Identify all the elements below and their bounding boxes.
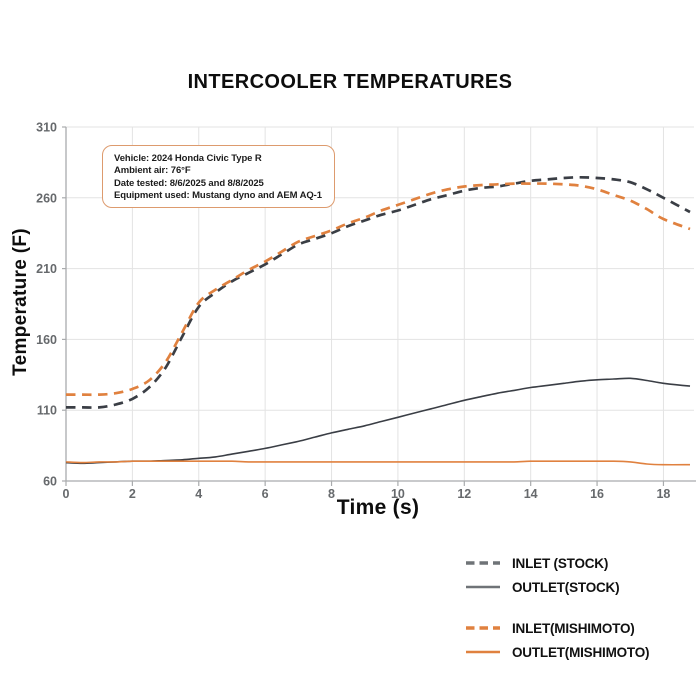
legend-group-gap <box>465 599 649 616</box>
legend-item-outlet-mishimoto: OUTLET(MISHIMOTO) <box>465 640 650 664</box>
annotation-line-ambient: Ambient air: 76°F <box>114 165 191 177</box>
legend-item-inlet-mishimoto: INLET(MISHIMOTO) <box>465 616 649 640</box>
legend: INLET (STOCK) OUTLET(STOCK) INLET(MISHIM… <box>465 551 650 664</box>
x-tick-label: 14 <box>524 487 538 501</box>
y-tick-label: 210 <box>36 262 57 276</box>
y-tick-label: 110 <box>37 404 57 418</box>
legend-line-sample-outlet-stock <box>466 585 500 589</box>
x-tick-label: 4 <box>195 487 202 501</box>
y-tick-label: 60 <box>43 475 57 489</box>
annotation-line-dates: Date tested: 8/6/2025 and 8/8/2025 <box>114 177 264 189</box>
series-line-inlet-stock <box>65 175 691 409</box>
x-tick-label: 2 <box>129 487 136 501</box>
chart-title: INTERCOOLER TEMPERATURES <box>187 71 513 93</box>
annotation-box: Vehicle: 2024 Honda Civic Type R Ambient… <box>102 145 335 208</box>
legend-label-inlet-stock: INLET (STOCK) <box>512 555 609 571</box>
legend-item-outlet-stock: OUTLET(STOCK) <box>465 575 649 599</box>
y-tick-label: 160 <box>36 333 57 347</box>
legend-line-sample-outlet-mishimoto <box>466 650 500 654</box>
x-tick-label: 8 <box>328 487 335 501</box>
legend-label-outlet-stock: OUTLET(STOCK) <box>512 579 620 595</box>
legend-label-outlet-mishimoto: OUTLET(MISHIMOTO) <box>512 644 650 660</box>
series-line-inlet-mishimoto <box>65 182 691 397</box>
legend-label-inlet-mishimoto: INLET(MISHIMOTO) <box>512 620 635 636</box>
x-tick-label: 6 <box>262 487 269 501</box>
series-line-outlet-mishimoto <box>65 460 691 466</box>
x-tick-label: 0 <box>63 487 70 501</box>
annotation-line-vehicle: Vehicle: 2024 Honda Civic Type R <box>114 153 262 164</box>
x-tick-label: 12 <box>457 487 471 501</box>
y-tick-label: 310 <box>36 121 57 135</box>
series-line-outlet-stock <box>65 377 691 465</box>
annotation-line-equipment: Equipment used: Mustang dyno and AEM AQ-… <box>114 190 322 202</box>
x-tick-label: 18 <box>656 487 670 501</box>
legend-line-sample-inlet-stock <box>466 561 500 565</box>
x-axis-title: Time (s) <box>336 496 420 519</box>
x-tick-label: 10 <box>391 487 405 501</box>
x-tick-label: 16 <box>590 487 604 501</box>
legend-line-sample-inlet-mishimoto <box>466 626 500 630</box>
y-tick-label: 260 <box>36 191 57 205</box>
legend-item-inlet-stock: INLET (STOCK) <box>465 551 649 575</box>
